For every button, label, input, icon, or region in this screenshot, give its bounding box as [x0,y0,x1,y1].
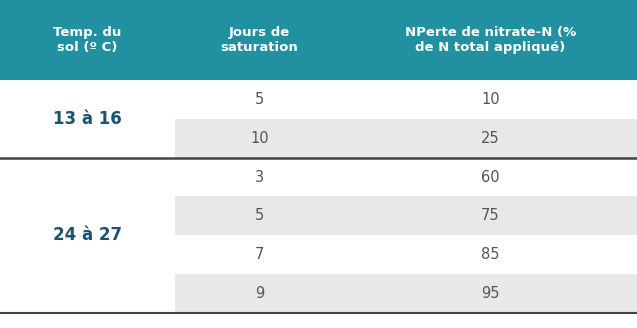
Bar [175,235,344,274]
Bar [0,80,175,158]
Bar [175,80,344,119]
Bar [344,235,637,274]
Bar [0,313,637,328]
Bar [344,158,637,196]
Text: 10: 10 [250,131,269,146]
Bar [344,0,637,80]
Text: Temp. du
sol (º C): Temp. du sol (º C) [54,26,122,54]
Bar [344,80,637,119]
Text: 9: 9 [255,286,264,301]
Bar [0,158,175,313]
Bar [175,0,344,80]
Bar [344,274,637,313]
Bar [175,158,344,196]
Text: 5: 5 [255,208,264,223]
Bar [344,196,637,235]
Text: 5: 5 [255,92,264,107]
Bar [175,119,344,158]
Bar [344,119,637,158]
Text: Jours de
saturation: Jours de saturation [220,26,299,54]
Text: 60: 60 [481,170,500,185]
Text: 95: 95 [481,286,500,301]
Text: 3: 3 [255,170,264,185]
Text: 10: 10 [481,92,500,107]
Text: 85: 85 [481,247,500,262]
Bar [0,0,175,80]
Text: NPerte de nitrate-N (%
de N total appliqué): NPerte de nitrate-N (% de N total appliq… [405,26,576,54]
Text: 13 à 16: 13 à 16 [54,110,122,128]
Text: 7: 7 [255,247,264,262]
Bar [175,196,344,235]
Text: 75: 75 [481,208,500,223]
Bar [175,274,344,313]
Text: 24 à 27: 24 à 27 [53,226,122,244]
Text: 25: 25 [481,131,500,146]
